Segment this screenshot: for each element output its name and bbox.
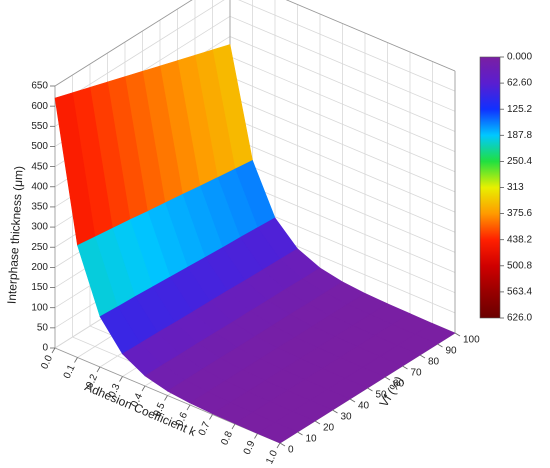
axis-line [54, 0, 193, 87]
x-tick-label: 0.2 [84, 372, 100, 390]
z-tick-label: 200 [31, 262, 48, 273]
tick-mark [254, 433, 258, 439]
tick-mark [51, 347, 56, 354]
colorbar-label: 438.2 [507, 234, 532, 245]
axis-line [285, 0, 456, 72]
colorbar-label: 626.0 [507, 313, 532, 324]
colorbar-label: 563.4 [507, 287, 532, 298]
z-tick-label: 600 [31, 101, 48, 112]
tick-mark [209, 414, 213, 420]
z-tick-label: 300 [31, 222, 48, 233]
z-tick-label: 650 [31, 81, 48, 92]
tick-mark [276, 442, 281, 449]
z-axis-label: Interphase thickness (μm) [5, 166, 26, 305]
tick-mark [164, 395, 168, 401]
colorbar-label: 500.8 [507, 260, 532, 271]
colorbar-label: 62.60 [507, 78, 532, 89]
tick-mark [349, 398, 356, 403]
y-tick-label: 100 [463, 335, 480, 346]
colorbar-label: 313 [507, 182, 524, 193]
tick-mark [384, 376, 391, 381]
tick-mark [437, 343, 443, 348]
colorbar-label: 125.2 [507, 104, 532, 115]
tick-mark [419, 354, 426, 359]
tick-mark [279, 442, 286, 447]
y-tick-label: 20 [323, 423, 335, 434]
z-tick-label: 0 [42, 343, 48, 354]
tick-mark [454, 332, 461, 337]
z-tick-label: 250 [31, 242, 48, 253]
y-tick-label: 50 [376, 390, 388, 401]
z-tick-label: 400 [31, 181, 48, 192]
colorbar-label: 0.000 [507, 52, 532, 63]
x-tick-label: 0.8 [219, 429, 235, 447]
x-tick-label: 0.1 [62, 363, 78, 381]
y-tick-label: 90 [446, 346, 458, 357]
tick-mark [332, 409, 338, 414]
x-tick-label: 0.7 [197, 420, 213, 438]
y-tick-label: 30 [341, 412, 353, 423]
colorbar-label: 375.6 [507, 208, 532, 219]
tick-mark [96, 366, 101, 373]
z-tick-label: 550 [31, 121, 48, 132]
z-tick-label: 500 [31, 141, 48, 152]
tick-mark [231, 423, 236, 430]
x-tick-label: 0.4 [129, 391, 145, 409]
tick-mark [314, 420, 321, 425]
colorbar-label: 187.8 [507, 130, 532, 141]
colorbar-label: 250.4 [507, 156, 532, 167]
tick-mark [186, 404, 191, 411]
z-tick-label: 450 [31, 161, 48, 172]
tick-mark [119, 376, 123, 382]
colorbar [479, 56, 501, 319]
tick-mark [74, 357, 78, 363]
x-tick-label: 0.5 [152, 401, 168, 419]
z-tick-label: 350 [31, 202, 48, 213]
x-tick-label: 0.6 [174, 410, 190, 428]
y-tick-label: 40 [358, 401, 370, 412]
x-tick-label: 0.3 [107, 382, 123, 400]
y-tick-label: 80 [428, 357, 440, 368]
y-tick-label: 0 [288, 445, 294, 456]
z-tick-label: 50 [37, 322, 49, 333]
x-tick-label: 0.0 [39, 353, 55, 371]
z-tick-label: 150 [31, 282, 48, 293]
z-tick-label: 100 [31, 302, 48, 313]
x-tick-label: 1.0 [264, 448, 280, 466]
y-tick-label: 60 [393, 379, 405, 390]
tick-mark [297, 431, 303, 436]
y-tick-label: 10 [306, 434, 318, 445]
tick-mark [402, 365, 408, 370]
y-tick-label: 70 [411, 368, 423, 379]
tick-mark [141, 385, 146, 392]
x-tick-label: 0.9 [242, 439, 258, 457]
tick-mark [367, 387, 373, 392]
